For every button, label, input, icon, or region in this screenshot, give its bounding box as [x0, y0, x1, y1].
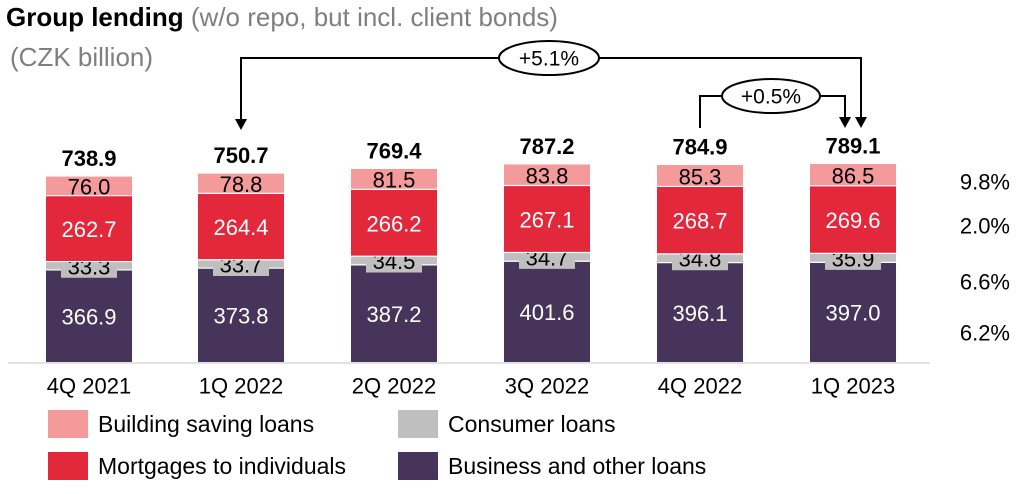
annotation-bubble: [498, 40, 600, 76]
annotation-label: +0.5%: [741, 86, 801, 109]
x-tick-label: 4Q 2021: [47, 374, 131, 399]
title-bold: Group lending: [6, 2, 184, 32]
data-label: 373.8: [213, 304, 268, 329]
legend-swatch: [398, 452, 438, 480]
data-label: 401.6: [519, 300, 574, 325]
bar-segment: [351, 264, 437, 362]
legend-label: Business and other loans: [448, 453, 707, 479]
bar-segment: [198, 268, 284, 362]
unit-label: (CZK billion): [10, 42, 154, 72]
data-label: 78.8: [220, 172, 263, 197]
annotation-bubble: [721, 78, 821, 114]
data-label: 268.7: [672, 209, 727, 234]
growth-label: 6.2%: [960, 321, 1010, 346]
bar-segment: [657, 262, 743, 362]
x-tick-label: 3Q 2022: [505, 374, 589, 399]
title-subtitle: (w/o repo, but incl. client bonds): [183, 2, 558, 32]
growth-label: 9.8%: [960, 170, 1010, 195]
total-label: 787.2: [519, 134, 574, 159]
bar-segment: [351, 168, 437, 190]
bar-segment: [46, 176, 132, 196]
total-label: 789.1: [825, 134, 880, 159]
data-label: 387.2: [366, 302, 421, 327]
data-label: 83.8: [526, 163, 569, 188]
data-label: 269.6: [825, 208, 880, 233]
legend-swatch: [48, 410, 88, 438]
bar-segment: [351, 189, 437, 257]
bar-segment: [46, 269, 132, 362]
x-tick-label: 1Q 2023: [811, 374, 895, 399]
bar-segment: [810, 185, 896, 254]
total-label: 769.4: [366, 138, 422, 163]
data-label: 397.0: [825, 301, 880, 326]
growth-label: 6.6%: [960, 270, 1010, 295]
data-label: 85.3: [679, 164, 722, 189]
bar-segment: [810, 164, 896, 186]
total-label: 738.9: [61, 146, 116, 171]
total-label: 784.9: [672, 135, 727, 160]
bar-segment: [657, 165, 743, 187]
x-tick-label: 2Q 2022: [352, 374, 436, 399]
data-label: 264.4: [213, 215, 268, 240]
legend-label: Mortgages to individuals: [98, 453, 347, 479]
annotation-label: +5.1%: [519, 48, 579, 71]
legend-swatch: [48, 452, 88, 480]
bar-segment: [504, 164, 590, 186]
bar-segment: [810, 262, 896, 362]
bar-segment: [504, 261, 590, 362]
bar-segment: [198, 193, 284, 260]
x-tick-label: 4Q 2022: [658, 374, 742, 399]
data-label: 262.7: [61, 217, 116, 242]
data-label: 366.9: [61, 304, 116, 329]
data-label: 76.0: [68, 175, 111, 200]
legend-label: Building saving loans: [98, 411, 315, 437]
bar-segment: [46, 195, 132, 262]
bar-segment: [198, 173, 284, 194]
growth-label: 2.0%: [960, 214, 1010, 239]
arrow-head: [839, 117, 851, 128]
data-label: 396.1: [672, 301, 727, 326]
x-tick-label: 1Q 2022: [199, 374, 283, 399]
arrow-head: [855, 117, 867, 128]
legend-swatch: [398, 410, 438, 438]
bar-segment: [504, 185, 590, 253]
data-label: 86.5: [832, 163, 875, 188]
total-label: 750.7: [213, 143, 268, 168]
arrow-head: [235, 119, 247, 130]
data-label: 81.5: [373, 168, 416, 193]
bar-segment: [657, 186, 743, 254]
chart-title: Group lending (w/o repo, but incl. clien…: [6, 2, 558, 33]
legend-label: Consumer loans: [448, 411, 616, 437]
data-label: 266.2: [366, 211, 421, 236]
data-label: 267.1: [519, 208, 574, 233]
